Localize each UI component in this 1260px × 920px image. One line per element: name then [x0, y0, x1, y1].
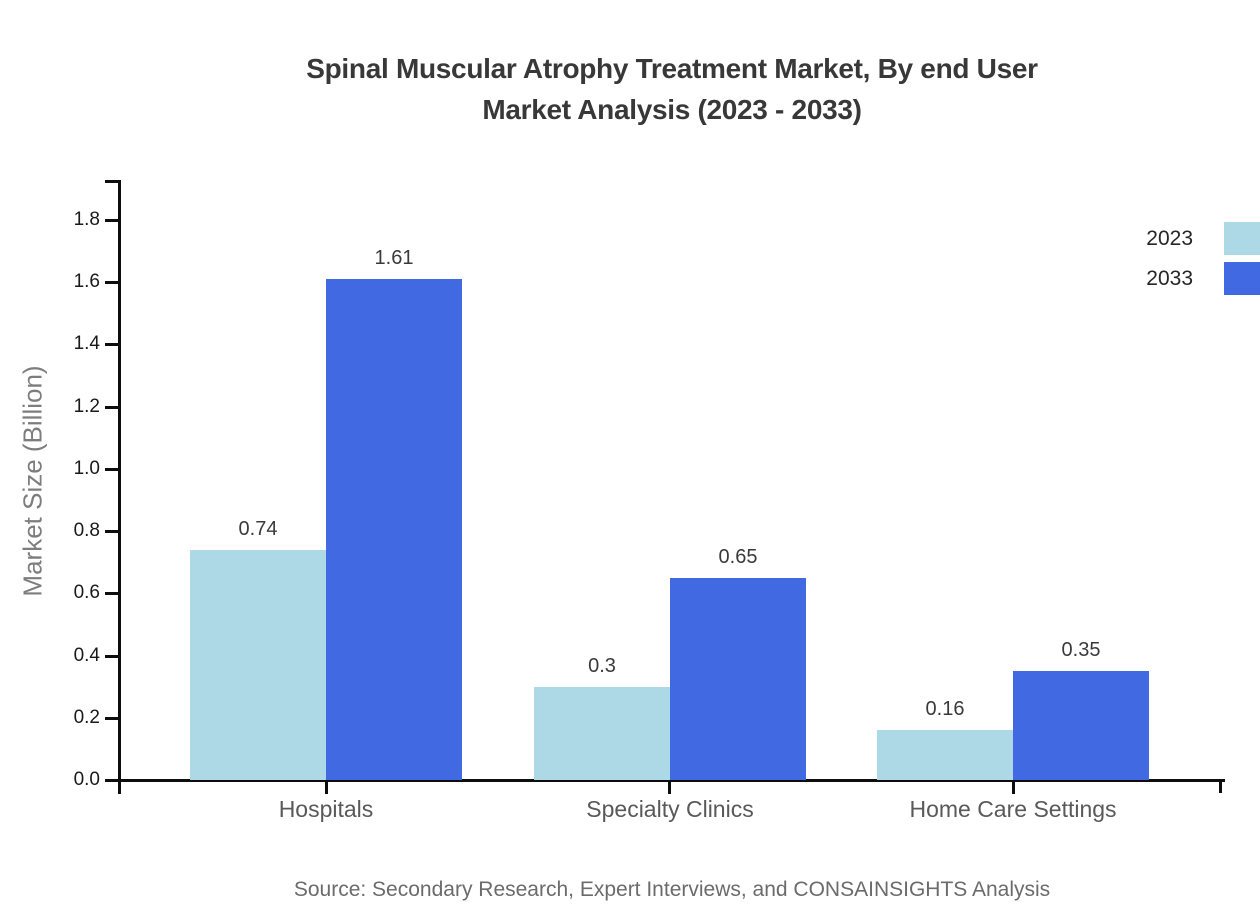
bar-2033-specialty-clinics: [670, 578, 806, 780]
bar-2033-home-care-settings: [1013, 671, 1149, 780]
y-tick-label: 1.6: [73, 271, 100, 292]
y-tick: [105, 406, 118, 409]
legend-label-2023: 2023: [1146, 227, 1193, 250]
bar-2023-specialty-clinics: [534, 687, 670, 780]
y-axis-line: [118, 180, 121, 794]
bar-2023-home-care-settings: [877, 730, 1013, 780]
y-tick: [105, 281, 118, 284]
y-tick-label: 1.4: [73, 333, 100, 354]
legend-swatch-2033: [1224, 262, 1260, 295]
value-label-2023-home-care-settings: 0.16: [925, 698, 965, 720]
x-tick: [668, 782, 671, 794]
x-axis-line: [118, 779, 1225, 782]
legend-swatch-2023: [1224, 222, 1260, 255]
y-tick: [105, 219, 118, 222]
value-label-2023-hospitals: 0.74: [238, 518, 278, 540]
chart-title: Spinal Muscular Atrophy Treatment Market…: [120, 48, 1224, 130]
chart-title-line1: Spinal Muscular Atrophy Treatment Market…: [306, 53, 1038, 84]
chart-title-line2: Market Analysis (2023 - 2033): [482, 94, 862, 125]
x-tick: [325, 782, 328, 794]
x-axis-end-tick: [1219, 779, 1222, 793]
y-tick: [105, 530, 118, 533]
x-tick-label-home-care-settings: Home Care Settings: [909, 796, 1117, 822]
value-label-2033-home-care-settings: 0.35: [1061, 639, 1101, 661]
y-tick-label: 0.4: [73, 645, 100, 666]
y-tick-label: 1.2: [73, 396, 100, 417]
y-tick: [105, 655, 118, 658]
y-tick-label: 0.2: [73, 707, 100, 728]
y-tick: [105, 717, 118, 720]
x-tick: [1012, 782, 1015, 794]
x-tick-label-hospitals: Hospitals: [278, 796, 374, 822]
source-note: Source: Secondary Research, Expert Inter…: [293, 878, 1051, 901]
y-axis-end-tick: [105, 180, 118, 183]
y-tick-label: 1.0: [73, 458, 100, 479]
value-label-2033-hospitals: 1.61: [374, 247, 414, 269]
value-label-2023-specialty-clinics: 0.3: [588, 655, 616, 677]
value-label-2033-specialty-clinics: 0.65: [718, 546, 758, 568]
y-tick: [105, 343, 118, 346]
y-tick: [105, 468, 118, 471]
y-tick-label: 0.8: [73, 520, 100, 541]
y-tick-label: 1.8: [73, 209, 100, 230]
bar-2033-hospitals: [326, 279, 462, 780]
y-tick-label: 0.6: [73, 582, 100, 603]
legend-label-2033: 2033: [1146, 267, 1193, 290]
y-tick: [105, 592, 118, 595]
bar-2023-hospitals: [190, 550, 326, 780]
y-tick: [105, 779, 118, 782]
y-tick-label: 0.0: [73, 769, 100, 790]
x-tick-label-specialty-clinics: Specialty Clinics: [586, 796, 754, 822]
